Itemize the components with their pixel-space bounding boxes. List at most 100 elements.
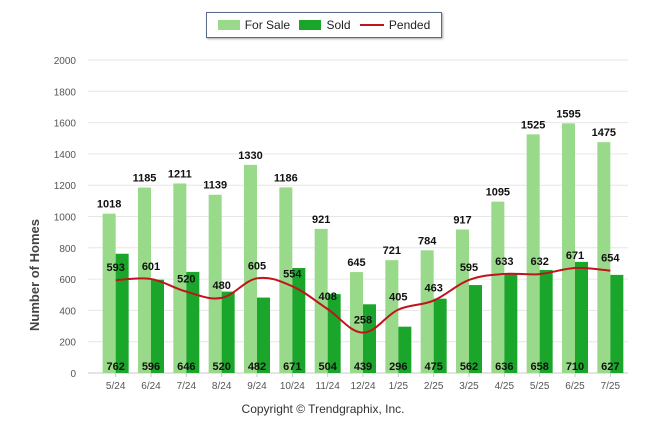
label-for-sale: 1475 xyxy=(592,127,616,139)
legend-label-sold: Sold xyxy=(326,18,351,32)
bar-for-sale xyxy=(102,213,116,373)
label-pended: 480 xyxy=(212,280,230,292)
legend-swatch-for-sale xyxy=(217,20,240,30)
legend-item-sold[interactable]: Sold xyxy=(299,18,351,32)
bar-sold xyxy=(257,297,270,373)
x-tick-label: 4/25 xyxy=(495,381,515,392)
x-tick-label: 7/25 xyxy=(601,381,621,392)
bar-for-sale xyxy=(244,164,257,373)
label-pended: 593 xyxy=(106,262,124,274)
label-sold: 596 xyxy=(142,361,160,373)
legend-swatch-pended xyxy=(359,24,384,26)
x-tick-label: 8/24 xyxy=(212,381,232,392)
data-labels: 1018 762 1185 596 1211 646 1139 520 1330 482 1186 6… xyxy=(97,108,620,373)
label-for-sale: 784 xyxy=(418,235,437,247)
bar-sold xyxy=(292,267,306,373)
label-for-sale: 645 xyxy=(347,257,365,269)
label-sold: 296 xyxy=(389,361,407,373)
label-for-sale: 721 xyxy=(383,245,401,257)
label-sold: 636 xyxy=(495,361,513,373)
bar-sold xyxy=(469,285,482,373)
label-pended: 633 xyxy=(495,256,513,268)
bar-for-sale xyxy=(314,228,328,373)
bar-for-sale xyxy=(562,123,575,373)
x-tick-label: 11/24 xyxy=(316,381,341,392)
bar-for-sale xyxy=(526,134,540,373)
bar-sold xyxy=(186,271,200,373)
bar-sold xyxy=(151,279,164,373)
label-pended: 595 xyxy=(460,262,478,274)
label-sold: 658 xyxy=(530,361,548,373)
label-sold: 646 xyxy=(177,361,195,373)
bar-for-sale xyxy=(456,229,469,373)
y-axis-label: Number of Homes xyxy=(27,219,42,331)
bar-sold xyxy=(504,273,518,373)
y-tick-label: 200 xyxy=(59,338,76,349)
bar-sold xyxy=(398,326,412,373)
y-tick-label: 2000 xyxy=(54,56,77,67)
label-for-sale: 1095 xyxy=(486,187,510,199)
label-for-sale: 1595 xyxy=(556,108,580,120)
label-sold: 475 xyxy=(424,361,442,373)
bar-sold xyxy=(433,298,447,373)
label-sold: 520 xyxy=(212,361,230,373)
legend-item-for-sale[interactable]: For Sale xyxy=(217,18,291,32)
label-pended: 405 xyxy=(389,292,407,304)
bar-sold xyxy=(610,274,624,373)
label-sold: 562 xyxy=(460,361,478,373)
x-tick-label: 2/25 xyxy=(424,381,444,392)
legend-swatch-sold xyxy=(299,20,322,30)
bar-for-sale xyxy=(385,260,399,373)
bar-for-sale xyxy=(597,142,611,373)
label-pended: 601 xyxy=(142,261,160,273)
label-pended: 671 xyxy=(566,250,584,262)
y-tick-label: 0 xyxy=(70,369,76,380)
label-pended: 654 xyxy=(601,253,620,265)
bar-sold xyxy=(115,253,129,373)
pended-line xyxy=(115,266,611,334)
label-sold: 710 xyxy=(566,361,584,373)
y-tick-label: 1400 xyxy=(54,150,77,161)
bar-sold xyxy=(327,294,341,373)
x-axis-ticks: 5/24 6/24 7/24 8/24 9/24 10/24 11/24 12/24 1/25 2… xyxy=(106,373,621,392)
label-pended: 408 xyxy=(318,291,336,303)
y-tick-label: 1600 xyxy=(54,119,77,130)
y-tick-label: 1800 xyxy=(54,87,77,98)
bar-for-sale xyxy=(208,194,222,373)
legend[interactable]: For Sale Sold Pended xyxy=(206,12,442,38)
x-tick-label: 5/24 xyxy=(106,381,126,392)
bar-sold xyxy=(539,270,553,373)
label-for-sale: 1211 xyxy=(168,168,192,180)
label-pended: 258 xyxy=(354,315,372,327)
x-tick-label: 7/24 xyxy=(177,381,197,392)
label-sold: 762 xyxy=(106,361,124,373)
label-pended: 605 xyxy=(248,260,266,272)
label-pended: 463 xyxy=(424,283,442,295)
label-sold: 671 xyxy=(283,361,301,373)
label-pended: 520 xyxy=(177,274,195,286)
x-tick-label: 3/25 xyxy=(459,381,479,392)
bar-sold xyxy=(575,261,588,373)
x-tick-label: 9/24 xyxy=(247,381,267,392)
legend-label-pended: Pended xyxy=(388,18,431,32)
x-tick-label: 6/24 xyxy=(141,381,161,392)
label-for-sale: 917 xyxy=(453,214,471,226)
y-axis-ticks: 0 200 400 600 800 1000 1200 1400 1600 1800 2000 xyxy=(54,56,77,380)
bar-for-sale xyxy=(491,201,505,373)
label-sold: 627 xyxy=(601,361,619,373)
y-tick-label: 600 xyxy=(59,275,76,286)
bar-for-sale xyxy=(173,183,187,373)
bar-sold xyxy=(221,291,235,373)
label-sold: 504 xyxy=(318,361,337,373)
legend-item-pended[interactable]: Pended xyxy=(359,18,431,32)
x-tick-label: 12/24 xyxy=(350,381,375,392)
y-tick-label: 400 xyxy=(59,306,76,317)
label-sold: 482 xyxy=(248,361,266,373)
legend-label-for-sale: For Sale xyxy=(244,18,291,32)
bar-for-sale xyxy=(350,272,363,373)
bar-for-sale xyxy=(138,187,151,373)
label-for-sale: 1186 xyxy=(274,172,298,184)
label-sold: 439 xyxy=(354,361,372,373)
x-tick-label: 6/25 xyxy=(565,381,585,392)
